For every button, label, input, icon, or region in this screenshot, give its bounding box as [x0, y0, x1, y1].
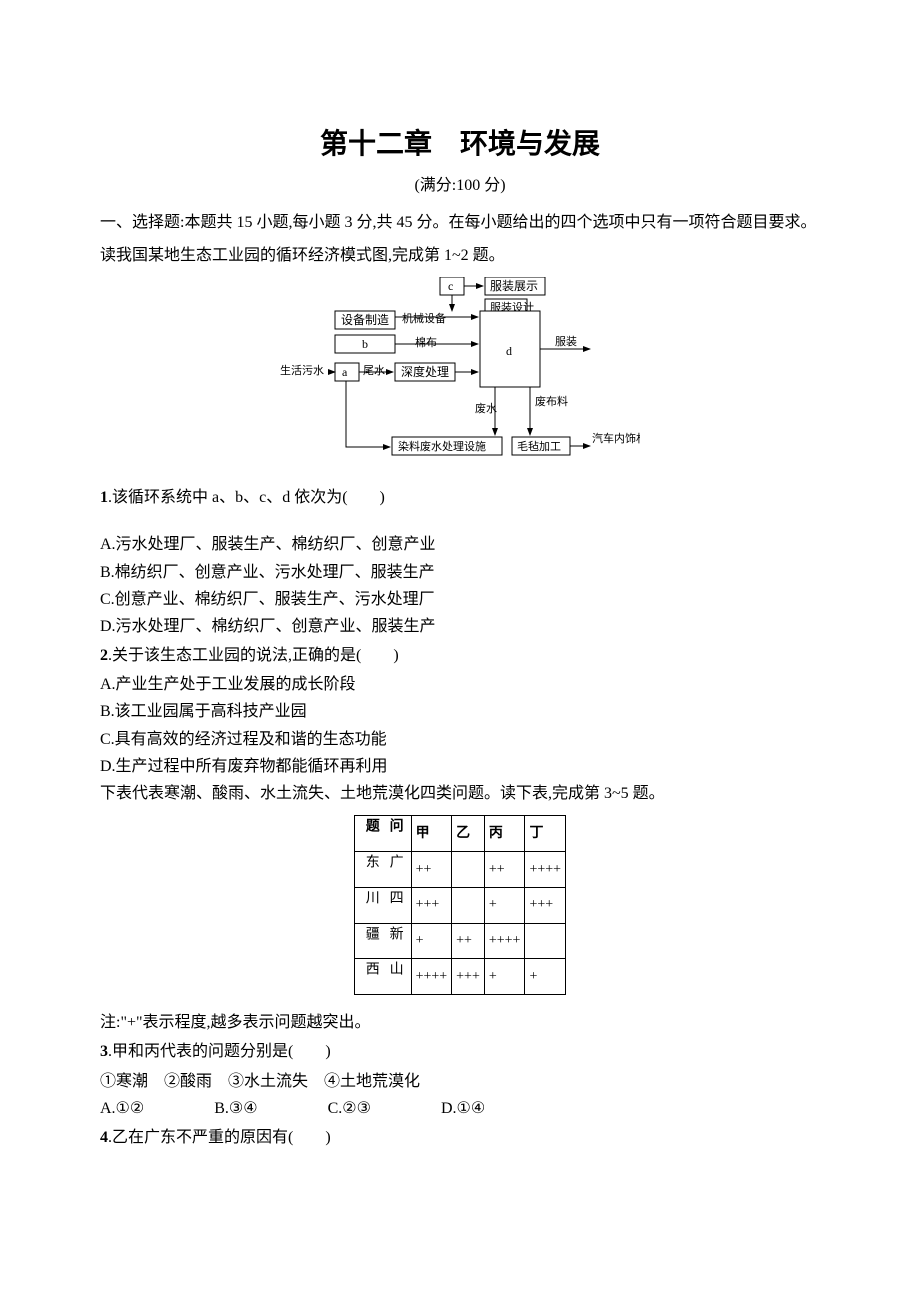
th-bing: 丙 — [484, 816, 525, 852]
svg-text:废水: 废水 — [475, 401, 497, 415]
q2-opt-d: D.生产过程中所有废弃物都能循环再利用 — [100, 753, 820, 780]
svg-text:d: d — [506, 344, 512, 358]
svg-text:汽车内饰材料: 汽车内饰材料 — [592, 431, 640, 445]
th-ding: 丁 — [525, 816, 566, 852]
q1-text: .该循环系统中 a、b、c、d 依次为( ) — [108, 489, 385, 506]
page-title: 第十二章 环境与发展 — [100, 120, 820, 168]
cell: ++ — [484, 852, 525, 888]
svg-text:服装展示: 服装展示 — [490, 279, 538, 293]
svg-text:尾水: 尾水 — [363, 364, 385, 377]
q3-opt-a: A.①② — [100, 1095, 144, 1122]
q1-opt-c: C.创意产业、棉纺织厂、服装生产、污水处理厂 — [100, 586, 820, 613]
q3-options: A.①② B.③④ C.②③ D.①④ — [100, 1095, 820, 1122]
svg-text:服装: 服装 — [555, 335, 577, 348]
svg-text:设备制造: 设备制造 — [341, 313, 389, 327]
table-row: 山西 ++++ +++ + + — [354, 959, 565, 995]
question-3: 3.甲和丙代表的问题分别是( ) — [100, 1038, 820, 1065]
intro-1: 读我国某地生态工业园的循环经济模式图,完成第 1~2 题。 — [100, 242, 820, 269]
cell: +++ — [411, 887, 452, 923]
cell: ++ — [411, 852, 452, 888]
svg-text:棉布: 棉布 — [415, 335, 437, 349]
svg-text:生活污水: 生活污水 — [280, 363, 324, 377]
cell: + — [411, 923, 452, 959]
q1-opt-a: A.污水处理厂、服装生产、棉纺织厂、创意产业 — [100, 531, 820, 558]
table-note: 注:"+"表示程度,越多表示问题越突出。 — [100, 1009, 820, 1036]
q3-opt-b: B.③④ — [214, 1095, 257, 1122]
q4-text: .乙在广东不严重的原因有( ) — [108, 1129, 331, 1146]
cell: ++++ — [411, 959, 452, 995]
question-1: 1.该循环系统中 a、b、c、d 依次为( ) — [100, 484, 820, 511]
svg-text:c: c — [448, 279, 453, 293]
svg-text:染料废水处理设施: 染料废水处理设施 — [398, 439, 486, 453]
q2-opt-b: B.该工业园属于高科技产业园 — [100, 698, 820, 725]
row-label: 山西 — [354, 959, 411, 995]
section-header: 一、选择题:本题共 15 小题,每小题 3 分,共 45 分。在每小题给出的四个… — [100, 209, 820, 236]
cell: ++++ — [525, 852, 566, 888]
cell: + — [525, 959, 566, 995]
svg-text:废布料: 废布料 — [535, 394, 568, 408]
q1-opt-d: D.污水处理厂、棉纺织厂、创意产业、服装生产 — [100, 613, 820, 640]
q2-options: A.产业生产处于工业发展的成长阶段 B.该工业园属于高科技产业园 C.具有高效的… — [100, 671, 820, 780]
q3-opt-d: D.①④ — [441, 1095, 485, 1122]
table-header-row: 问题 甲 乙 丙 丁 — [354, 816, 565, 852]
row-label: 新疆 — [354, 923, 411, 959]
q2-opt-a: A.产业生产处于工业发展的成长阶段 — [100, 671, 820, 698]
cell — [525, 923, 566, 959]
q1-num: 1 — [100, 489, 108, 506]
subtitle: (满分:100 分) — [100, 172, 820, 199]
svg-text:b: b — [362, 337, 368, 351]
th-yi: 乙 — [452, 816, 485, 852]
intro-2: 下表代表寒潮、酸雨、水土流失、土地荒漠化四类问题。读下表,完成第 3~5 题。 — [100, 780, 820, 807]
cell: +++ — [452, 959, 485, 995]
cell — [452, 852, 485, 888]
th-problem: 问题 — [354, 816, 411, 852]
cell: +++ — [525, 887, 566, 923]
q3-opt-c: C.②③ — [328, 1095, 371, 1122]
q3-choices-line: ①寒潮 ②酸雨 ③水土流失 ④土地荒漠化 — [100, 1068, 820, 1095]
svg-text:深度处理: 深度处理 — [401, 364, 449, 379]
q1-options: A.污水处理厂、服装生产、棉纺织厂、创意产业 B.棉纺织厂、创意产业、污水处理厂… — [100, 531, 820, 640]
svg-text:毛毡加工: 毛毡加工 — [517, 440, 561, 453]
flow-diagram: c 服装展示 服装设计 设备制造 机械设备 b 棉布 d 服装 生活污水 a 尾… — [280, 277, 640, 472]
q2-opt-c: C.具有高效的经济过程及和谐的生态功能 — [100, 726, 820, 753]
row-label: 四川 — [354, 887, 411, 923]
cell: ++ — [452, 923, 485, 959]
cell: + — [484, 887, 525, 923]
q1-opt-b: B.棉纺织厂、创意产业、污水处理厂、服装生产 — [100, 559, 820, 586]
cell: ++++ — [484, 923, 525, 959]
svg-text:a: a — [342, 365, 348, 379]
table-row: 新疆 + ++ ++++ — [354, 923, 565, 959]
q3-text: .甲和丙代表的问题分别是( ) — [108, 1043, 331, 1060]
th-jia: 甲 — [411, 816, 452, 852]
problem-table: 问题 甲 乙 丙 丁 广东 ++ ++ ++++ 四川 +++ + +++ 新疆… — [354, 815, 566, 995]
question-4: 4.乙在广东不严重的原因有( ) — [100, 1124, 820, 1151]
q2-text: .关于该生态工业园的说法,正确的是( ) — [108, 647, 399, 664]
q4-num: 4 — [100, 1129, 108, 1146]
svg-text:机械设备: 机械设备 — [402, 311, 446, 325]
q3-num: 3 — [100, 1043, 108, 1060]
q2-num: 2 — [100, 647, 108, 664]
question-2: 2.关于该生态工业园的说法,正确的是( ) — [100, 642, 820, 669]
table-row: 四川 +++ + +++ — [354, 887, 565, 923]
row-label: 广东 — [354, 852, 411, 888]
cell — [452, 887, 485, 923]
table-row: 广东 ++ ++ ++++ — [354, 852, 565, 888]
cell: + — [484, 959, 525, 995]
